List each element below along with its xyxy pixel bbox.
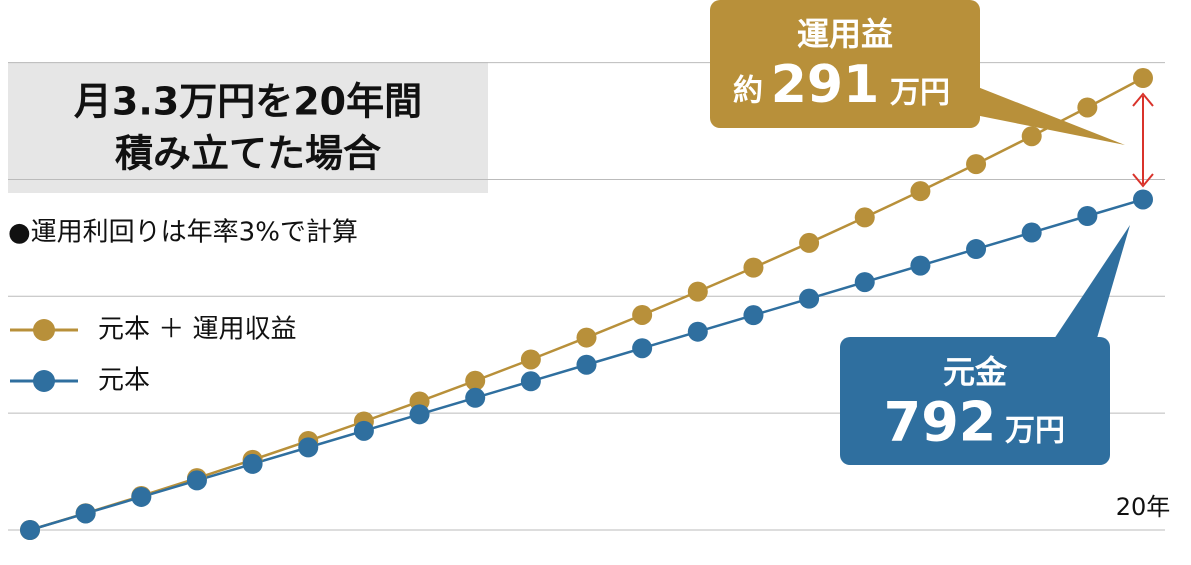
data-point — [799, 232, 820, 253]
data-point — [353, 420, 374, 441]
data-point — [465, 387, 486, 408]
data-point — [242, 453, 263, 474]
data-point — [576, 327, 597, 348]
data-point — [1077, 206, 1098, 227]
data-point — [520, 349, 541, 370]
data-point — [632, 338, 653, 359]
data-point — [910, 255, 931, 276]
note: ●運用利回りは年率3%で計算 — [8, 218, 358, 248]
data-point — [409, 404, 430, 425]
callout-unit: 万円 — [1005, 414, 1065, 449]
callout-box — [840, 337, 1110, 465]
data-point — [520, 371, 541, 392]
callout-value: 291 — [771, 55, 880, 115]
chart-title: 月3.3万円を20年間 — [74, 80, 422, 124]
chart-title: 積み立てた場合 — [115, 132, 381, 176]
data-point — [743, 305, 764, 326]
legend-label: 元本 — [98, 366, 150, 396]
callout-unit: 万円 — [890, 76, 950, 111]
gain-callout: 運用益 約 291 万円 — [710, 0, 1125, 145]
data-point — [687, 321, 708, 342]
legend-marker — [33, 319, 55, 341]
data-point — [1077, 97, 1098, 118]
data-point — [966, 239, 987, 260]
data-point — [799, 288, 820, 309]
callout-value: 792 — [884, 391, 997, 454]
data-point — [854, 272, 875, 293]
grid — [8, 62, 1165, 531]
data-point — [1133, 189, 1153, 210]
title-box — [8, 62, 488, 193]
plot — [20, 68, 1153, 540]
arrow-heads — [1132, 92, 1154, 188]
data-point — [966, 154, 987, 175]
callout-box — [710, 0, 980, 128]
data-point — [1133, 68, 1153, 89]
legend-marker — [33, 370, 55, 392]
data-point — [632, 304, 653, 325]
data-point — [687, 281, 708, 302]
callout-prefix: 約 — [733, 74, 763, 109]
callout-label: 運用益 — [797, 15, 893, 53]
data-point — [298, 437, 319, 458]
principal-callout: 元金 792 万円 — [840, 225, 1130, 465]
data-point — [75, 503, 96, 524]
data-point — [20, 520, 40, 540]
data-point — [743, 257, 764, 278]
callout-label: 元金 — [943, 353, 1008, 391]
callout-pointer — [1050, 225, 1130, 345]
data-point — [186, 470, 207, 491]
data-point — [576, 354, 597, 375]
data-point — [465, 370, 486, 391]
x-tick-label: 20年 — [1116, 493, 1171, 521]
data-point — [131, 486, 152, 507]
legend-label: 元本 ＋ 運用収益 — [98, 315, 297, 345]
data-point — [1021, 126, 1042, 147]
data-point — [1021, 222, 1042, 243]
data-point — [854, 207, 875, 228]
data-point — [910, 181, 931, 202]
callout-pointer — [960, 80, 1125, 145]
